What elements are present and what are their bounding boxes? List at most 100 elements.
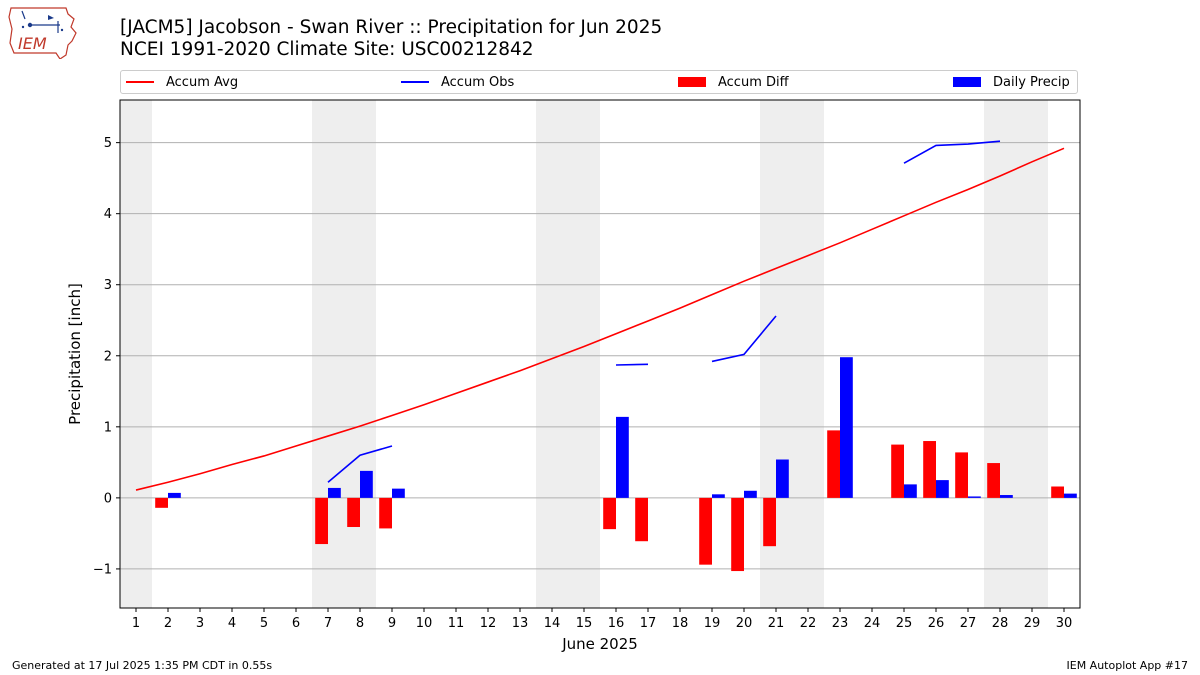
bar-daily-precip <box>360 470 373 498</box>
x-tick-label: 22 <box>800 616 817 631</box>
x-tick-label: 24 <box>864 616 881 631</box>
bar-daily-precip <box>936 480 949 498</box>
x-tick-label: 18 <box>672 616 689 631</box>
x-tick-label: 27 <box>960 616 977 631</box>
bar-accum-diff <box>315 497 328 545</box>
x-tick-label: 2 <box>164 616 172 631</box>
x-tick-label: 7 <box>324 616 332 631</box>
y-axis-label: Precipitation [inch] <box>66 283 84 425</box>
x-tick-label: 20 <box>736 616 753 631</box>
x-tick-label: 4 <box>228 616 236 631</box>
line-accum-avg <box>135 147 1065 491</box>
bar-daily-precip <box>712 494 725 498</box>
bar-daily-precip <box>392 488 405 498</box>
x-tick-label: 1 <box>132 616 140 631</box>
line-accum-obs <box>615 363 649 366</box>
bar-accum-diff <box>955 452 968 498</box>
x-tick-label: 29 <box>1024 616 1041 631</box>
legend-item-accum-avg: Accum Avg <box>126 74 238 90</box>
bar-daily-precip <box>616 416 629 498</box>
legend-label-accum-obs: Accum Obs <box>441 74 515 90</box>
bar-accum-diff <box>347 497 360 528</box>
weekend-band <box>760 100 824 608</box>
legend-swatch-accum-diff <box>678 77 706 87</box>
chart-subtitle: NCEI 1991-2020 Climate Site: USC00212842 <box>120 39 534 60</box>
bar-daily-precip <box>168 492 181 498</box>
x-tick-label: 30 <box>1056 616 1073 631</box>
x-tick-label: 3 <box>196 616 204 631</box>
bar-daily-precip <box>328 487 341 498</box>
bar-accum-diff <box>635 497 648 542</box>
legend-swatch-daily-precip <box>953 77 981 87</box>
bar-accum-diff <box>763 497 776 547</box>
y-tick-label: 5 <box>104 136 112 151</box>
line-series <box>135 140 1065 491</box>
x-tick-label: 17 <box>640 616 657 631</box>
app-credit: IEM Autoplot App #17 <box>1066 659 1189 672</box>
x-tick-label: 28 <box>992 616 1009 631</box>
bar-accum-diff <box>603 497 616 530</box>
x-tick-label: 14 <box>544 616 561 631</box>
bar-accum-diff <box>155 497 168 508</box>
weekend-band <box>984 100 1048 608</box>
x-tick-label: 8 <box>356 616 364 631</box>
weekend-band <box>536 100 600 608</box>
bar-daily-precip <box>1000 495 1013 498</box>
x-tick-label: 5 <box>260 616 268 631</box>
bar-daily-precip <box>744 490 757 498</box>
bar-daily-precip <box>904 484 917 498</box>
bar-accum-diff <box>923 441 936 498</box>
grid-lines <box>120 142 1080 570</box>
y-tick-label: −1 <box>93 562 112 577</box>
bar-accum-diff <box>379 497 392 529</box>
bar-accum-diff <box>987 463 1000 498</box>
legend-label-accum-avg: Accum Avg <box>166 74 239 90</box>
x-tick-label: 11 <box>448 616 465 631</box>
y-tick-label: 3 <box>104 278 112 293</box>
x-tick-label: 12 <box>480 616 497 631</box>
weekend-band <box>120 100 152 608</box>
x-tick-label: 16 <box>608 616 625 631</box>
bar-accum-diff <box>699 497 712 565</box>
plot-frame <box>119 99 1081 609</box>
legend-item-accum-diff: Accum Diff <box>678 74 789 90</box>
legend-label-daily-precip: Daily Precip <box>993 74 1070 90</box>
weekend-band <box>312 100 376 608</box>
x-tick-label: 10 <box>416 616 433 631</box>
x-tick-label: 21 <box>768 616 785 631</box>
bar-daily-precip <box>776 459 789 498</box>
legend-item-accum-obs: Accum Obs <box>401 74 514 90</box>
y-tick-label: 2 <box>104 349 112 364</box>
chart-legend: Accum Avg Accum Obs Accum Diff Daily Pre… <box>120 70 1078 94</box>
legend-item-daily-precip: Daily Precip <box>953 74 1070 90</box>
legend-label-accum-diff: Accum Diff <box>718 74 789 90</box>
iem-logo: IEM <box>8 7 77 59</box>
weekend-bands <box>120 100 1048 608</box>
line-accum-obs <box>903 140 1001 164</box>
x-tick-label: 25 <box>896 616 913 631</box>
x-tick-label: 9 <box>388 616 396 631</box>
logo-text: IEM <box>18 34 47 53</box>
x-tick-label: 19 <box>704 616 721 631</box>
x-tick-label: 23 <box>832 616 849 631</box>
bar-accum-diff <box>891 444 904 498</box>
legend-swatch-accum-obs <box>401 81 429 83</box>
bar-daily-precip <box>968 496 981 498</box>
x-axis-ticks: 1 2 3 4 5 6 7 8 9 10 11 12 13 14 15 16 17 18 19 20 21 22 23 24 2… <box>132 608 1072 631</box>
x-tick-label: 26 <box>928 616 945 631</box>
line-accum-obs <box>711 315 777 363</box>
line-accum-obs <box>327 445 393 483</box>
chart-title: [JACM5] Jacobson - Swan River :: Precipi… <box>120 17 663 38</box>
x-tick-label: 13 <box>512 616 529 631</box>
x-tick-label: 6 <box>292 616 300 631</box>
y-axis-ticks: −1 0 1 2 3 4 5 <box>93 136 120 577</box>
chart-title-block: [JACM5] Jacobson - Swan River :: Precipi… <box>120 17 662 61</box>
bar-accum-diff <box>827 430 840 498</box>
bar-accum-diff <box>1051 486 1064 498</box>
y-tick-label: 4 <box>104 207 112 222</box>
legend-swatch-accum-avg <box>126 81 154 83</box>
x-tick-label: 15 <box>576 616 593 631</box>
generated-timestamp: Generated at 17 Jul 2025 1:35 PM CDT in … <box>12 659 273 672</box>
bar-accum-diff <box>731 497 744 572</box>
